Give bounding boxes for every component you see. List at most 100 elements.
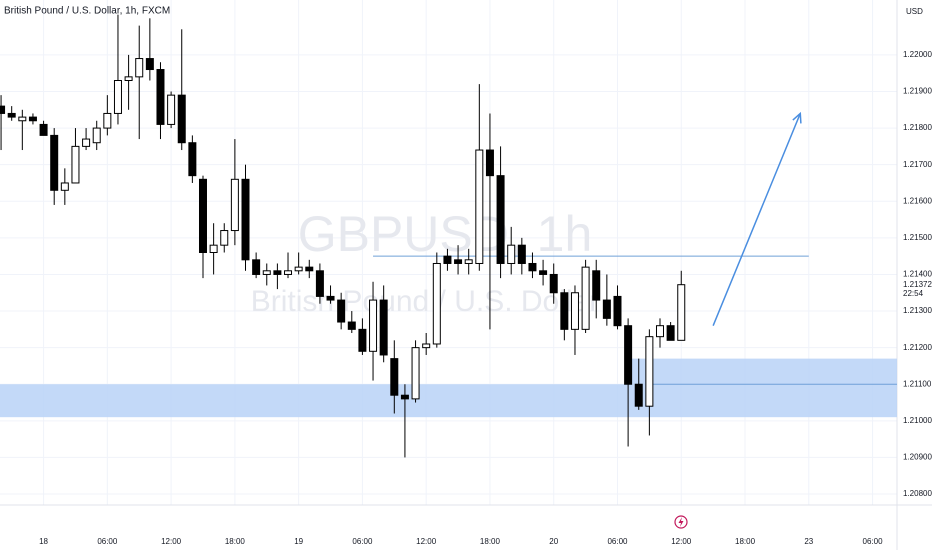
candle-body (443, 255, 452, 264)
candle-body (82, 138, 91, 147)
candle-body (315, 270, 324, 297)
candle-body (145, 58, 154, 71)
candle-body (666, 325, 675, 341)
last-price: 1.21372 (903, 280, 932, 289)
candle-body (592, 270, 601, 301)
watermark-subtitle: British Pound / U.S. Dollar (251, 285, 599, 318)
y-tick-label: 1.21000 (903, 416, 932, 425)
candle-body (284, 270, 293, 275)
y-tick-label: 1.21600 (903, 196, 932, 205)
candle-body (294, 266, 303, 272)
candle-body (103, 112, 112, 129)
candle-body (517, 244, 526, 264)
candle-body (50, 134, 59, 191)
y-tick-label: 1.21700 (903, 160, 932, 169)
candle-body (209, 244, 218, 253)
candle-body (113, 80, 122, 114)
candle-body (613, 295, 622, 327)
x-tick-label: 23 (804, 537, 813, 546)
candle-body (581, 266, 590, 330)
x-tick-label: 12:00 (671, 537, 692, 546)
candle-body (645, 336, 654, 407)
x-tick-label: 18:00 (225, 537, 246, 546)
y-tick-label: 1.21400 (903, 270, 932, 279)
candle-body (432, 262, 441, 345)
candle-body (273, 270, 282, 275)
candle-body (241, 178, 250, 261)
candle-body (560, 292, 569, 330)
candle-body (337, 299, 346, 323)
candle-body (400, 394, 409, 400)
candle-body (262, 270, 271, 275)
candle-body (39, 123, 48, 136)
candle-body (60, 182, 69, 191)
x-tick-label: 18 (39, 537, 48, 546)
arrow-head (792, 111, 802, 124)
x-tick-label: 18:00 (735, 537, 756, 546)
x-tick-label: 20 (549, 537, 558, 546)
candle-body (602, 299, 611, 319)
candle-body (230, 178, 239, 232)
watermark: GBPUSD, 1h (298, 206, 593, 262)
candle-body (220, 230, 229, 246)
candle-body (496, 175, 505, 264)
candle-body (507, 244, 516, 264)
y-tick-label: 1.21500 (903, 233, 932, 242)
candle-body (624, 325, 633, 385)
candle-body (549, 273, 558, 294)
arrow-shaft (712, 113, 801, 326)
y-tick-label: 1.21100 (903, 379, 932, 388)
y-tick-label: 1.21200 (903, 343, 932, 352)
candle-body (655, 325, 664, 338)
zone (628, 358, 897, 418)
x-tick-label: 06:00 (607, 537, 628, 546)
candle-body (135, 58, 144, 78)
x-tick-label: 12:00 (161, 537, 182, 546)
chart-title: British Pound / U.S. Dollar, 1h, FXCM (4, 6, 170, 17)
candle-body (475, 149, 484, 264)
zone (0, 384, 629, 418)
candle-body (485, 149, 494, 177)
candle-body (7, 112, 16, 118)
y-tick-label: 1.22000 (903, 50, 932, 59)
currency: USD (906, 7, 923, 16)
candle-body (570, 292, 579, 330)
x-tick-label: 18:00 (480, 537, 501, 546)
candle-body (369, 299, 378, 352)
candle-body (422, 343, 431, 349)
candle-body (634, 383, 643, 407)
candle-body (305, 266, 314, 272)
countdown: 22:54 (903, 289, 924, 298)
candle-body (358, 328, 367, 352)
candle-body (464, 259, 473, 264)
y-tick-label: 1.20900 (903, 453, 932, 462)
x-tick-label: 12:00 (416, 537, 437, 546)
candle-body (326, 295, 335, 301)
candle-body (156, 69, 165, 125)
candle-body (18, 116, 27, 122)
candle-body (539, 270, 548, 275)
candle-body (177, 94, 186, 144)
candle-body (252, 259, 261, 275)
candle-body (0, 105, 6, 114)
x-tick-label: 19 (294, 537, 303, 546)
candle-body (347, 321, 356, 330)
candle-body (411, 347, 420, 400)
x-tick-label: 06:00 (863, 537, 884, 546)
alert-icon[interactable] (674, 515, 688, 529)
candle-body (390, 358, 399, 396)
candle-body (198, 178, 207, 254)
candle-body (188, 142, 197, 177)
underlay: GBPUSD, 1h British Pound / U.S. Dollar (0, 0, 897, 505)
x-tick-label: 06:00 (97, 537, 118, 546)
candle-body (528, 262, 537, 272)
candle-body (677, 284, 686, 341)
x-tick-label: 06:00 (352, 537, 373, 546)
y-tick-label: 1.21900 (903, 87, 932, 96)
candle-body (92, 127, 101, 144)
candle-body (379, 299, 388, 356)
y-tick-label: 1.21800 (903, 123, 932, 132)
